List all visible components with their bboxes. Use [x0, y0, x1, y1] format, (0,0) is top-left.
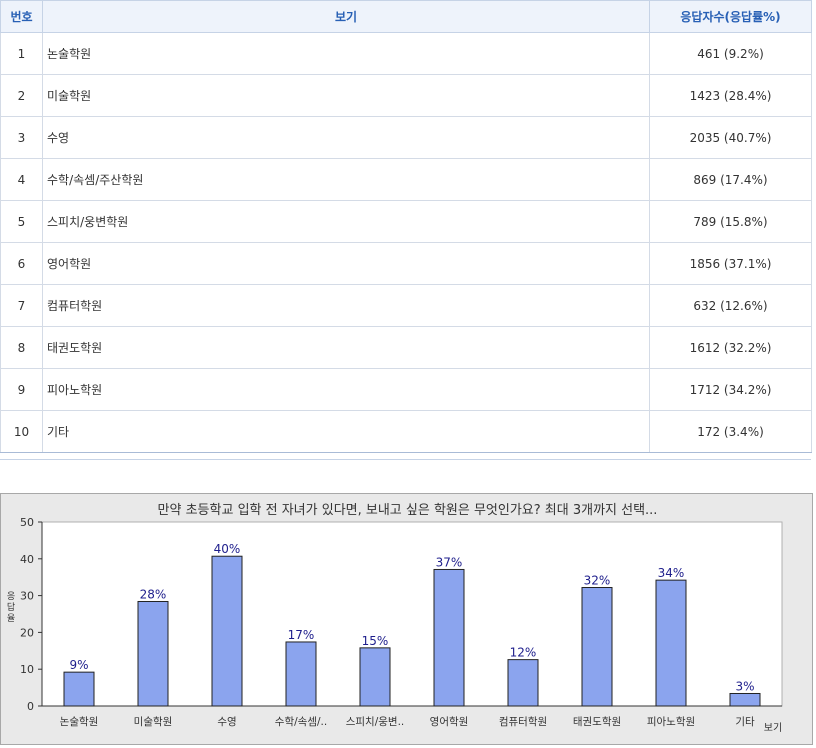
- row-response-count: 2035 (40.7%): [649, 116, 812, 159]
- section-divider: [0, 459, 811, 460]
- table-row: 7 컴퓨터학원 632 (12.6%): [0, 284, 812, 327]
- results-table: 번호 보기 응답자수(응답률%) 1 논술학원 461 (9.2%) 2 미술학…: [0, 0, 812, 453]
- bar-value-label: 12%: [510, 646, 537, 660]
- row-response-count: 1423 (28.4%): [649, 74, 812, 117]
- row-number: 3: [0, 116, 43, 159]
- bar-chart: 0 10 20 30 40 50 응 답 율 9% 논술학원 28% 미술학원 40% 수영 17% 수학/속셈…: [7, 516, 783, 734]
- bar-value-label: 40%: [214, 542, 241, 556]
- row-option-label: 태권도학원: [42, 326, 650, 369]
- bar-value-label: 9%: [69, 658, 88, 672]
- row-option-label: 피아노학원: [42, 368, 650, 411]
- row-option-label: 컴퓨터학원: [42, 284, 650, 327]
- row-response-count: 1612 (32.2%): [649, 326, 812, 369]
- bar: [211, 555, 243, 707]
- row-number: 6: [0, 242, 43, 285]
- header-number: 번호: [0, 0, 43, 33]
- table-row: 4 수학/속셈/주산학원 869 (17.4%): [0, 158, 812, 201]
- x-tick-label: 태권도학원: [573, 716, 621, 728]
- row-number: 5: [0, 200, 43, 243]
- row-response-count: 172 (3.4%): [649, 410, 812, 453]
- table-row: 9 피아노학원 1712 (34.2%): [0, 368, 812, 411]
- row-number: 9: [0, 368, 43, 411]
- x-tick-label: 미술학원: [134, 716, 173, 728]
- x-tick-label: 기타: [735, 716, 755, 728]
- bar: [655, 579, 687, 707]
- bar-value-label: 34%: [658, 566, 685, 580]
- table-row: 2 미술학원 1423 (28.4%): [0, 74, 812, 117]
- row-option-label: 영어학원: [42, 242, 650, 285]
- bar: [63, 671, 95, 707]
- bar: [729, 692, 761, 707]
- y-tick-label: 20: [20, 626, 34, 639]
- row-option-label: 미술학원: [42, 74, 650, 117]
- row-response-count: 461 (9.2%): [649, 32, 812, 75]
- x-tick-label: 영어학원: [430, 716, 469, 728]
- table-row: 1 논술학원 461 (9.2%): [0, 32, 812, 75]
- row-number: 8: [0, 326, 43, 369]
- table-row: 8 태권도학원 1612 (32.2%): [0, 326, 812, 369]
- row-number: 2: [0, 74, 43, 117]
- y-tick-label: 40: [20, 553, 34, 566]
- row-response-count: 869 (17.4%): [649, 158, 812, 201]
- x-tick-label: 논술학원: [60, 716, 99, 728]
- row-number: 10: [0, 410, 43, 453]
- bar-value-label: 3%: [735, 679, 754, 693]
- bar: [507, 659, 539, 707]
- x-tick-label: 컴퓨터학원: [499, 716, 547, 728]
- table-row: 6 영어학원 1856 (37.1%): [0, 242, 812, 285]
- row-option-label: 기타: [42, 410, 650, 453]
- row-response-count: 1856 (37.1%): [649, 242, 812, 285]
- table-row: 5 스피치/웅변학원 789 (15.8%): [0, 200, 812, 243]
- y-tick-label: 50: [20, 516, 34, 529]
- bar-value-label: 37%: [436, 555, 463, 569]
- bar: [285, 641, 317, 707]
- bar-value-label: 32%: [584, 574, 611, 588]
- row-number: 4: [0, 158, 43, 201]
- bar: [581, 587, 613, 707]
- bar: [359, 647, 391, 707]
- row-response-count: 632 (12.6%): [649, 284, 812, 327]
- row-option-label: 수학/속셈/주산학원: [42, 158, 650, 201]
- row-option-label: 스피치/웅변학원: [42, 200, 650, 243]
- row-response-count: 1712 (34.2%): [649, 368, 812, 411]
- bar-value-label: 17%: [288, 628, 315, 642]
- header-response-count: 응답자수(응답률%): [649, 0, 812, 33]
- results-header-row: 번호 보기 응답자수(응답률%): [0, 0, 812, 33]
- bar-value-label: 28%: [140, 587, 167, 601]
- x-tick-label: 수영: [217, 716, 236, 728]
- chart-title: 만약 초등학교 입학 전 자녀가 있다면, 보내고 싶은 학원은 무엇인가요? …: [157, 503, 658, 518]
- row-option-label: 논술학원: [42, 32, 650, 75]
- y-tick-label: 30: [20, 590, 34, 603]
- x-tick-label: 피아노학원: [647, 716, 695, 728]
- table-row: 10 기타 172 (3.4%): [0, 410, 812, 453]
- bar: [137, 600, 169, 707]
- chart-panel: 만약 초등학교 입학 전 자녀가 있다면, 보내고 싶은 학원은 무엇인가요? …: [0, 493, 813, 745]
- bar: [433, 568, 465, 707]
- row-number: 7: [0, 284, 43, 327]
- header-option: 보기: [42, 0, 650, 33]
- x-tick-label: 스피치/웅변..: [346, 716, 405, 728]
- x-tick-label: 수학/속셈/..: [275, 716, 327, 728]
- x-axis-label: 보기: [764, 722, 782, 734]
- y-tick-label: 10: [20, 663, 34, 676]
- row-number: 1: [0, 32, 43, 75]
- y-tick-label: 0: [27, 700, 34, 713]
- bar-value-label: 15%: [362, 634, 389, 648]
- table-row: 3 수영 2035 (40.7%): [0, 116, 812, 159]
- row-response-count: 789 (15.8%): [649, 200, 812, 243]
- row-option-label: 수영: [42, 116, 650, 159]
